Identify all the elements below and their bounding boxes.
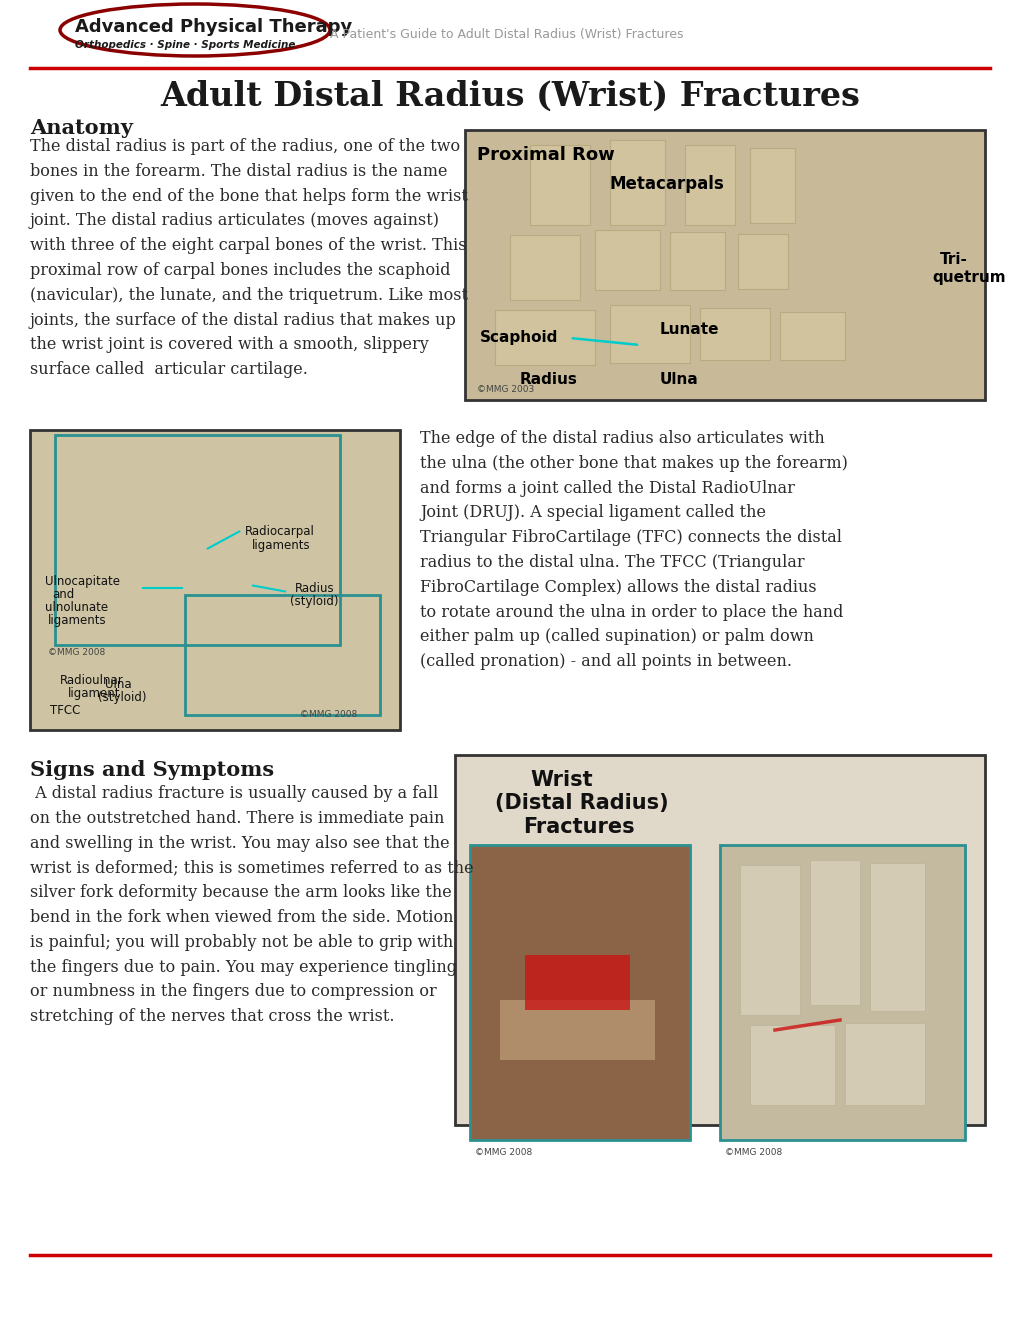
Polygon shape	[530, 145, 589, 224]
Text: ulnolunate: ulnolunate	[45, 601, 108, 614]
Bar	[454, 755, 984, 1125]
Text: quetrum: quetrum	[931, 271, 1005, 285]
Text: ©MMG 2008: ©MMG 2008	[48, 648, 105, 657]
Text: ©MMG 2008: ©MMG 2008	[475, 1148, 532, 1158]
Text: (styloid): (styloid)	[289, 595, 338, 609]
Text: ©MMG 2003: ©MMG 2003	[477, 385, 534, 393]
Polygon shape	[594, 230, 659, 290]
Polygon shape	[738, 234, 788, 289]
Text: (Distal Radius): (Distal Radius)	[494, 793, 668, 813]
Polygon shape	[494, 310, 594, 366]
Polygon shape	[510, 235, 580, 300]
Text: ligament: ligament	[68, 686, 120, 700]
Text: Wrist: Wrist	[530, 770, 592, 789]
Bar	[525, 954, 630, 1010]
Bar	[30, 430, 399, 730]
Polygon shape	[669, 232, 725, 290]
Text: ligaments: ligaments	[48, 614, 107, 627]
Text: ©MMG 2008: ©MMG 2008	[725, 1148, 782, 1158]
Text: Adult Distal Radius (Wrist) Fractures: Adult Distal Radius (Wrist) Fractures	[160, 81, 859, 114]
Text: The distal radius is part of the radius, one of the two
bones in the forearm. Th: The distal radius is part of the radius,…	[30, 139, 468, 379]
Text: Orthopedics · Spine · Sports Medicine: Orthopedics · Spine · Sports Medicine	[75, 40, 296, 50]
Bar	[749, 1026, 835, 1105]
Text: Scaphoid: Scaphoid	[480, 330, 557, 345]
Text: Radioulnar: Radioulnar	[60, 675, 123, 686]
Text: Radius: Radius	[294, 582, 334, 595]
Polygon shape	[699, 308, 769, 360]
Text: Ulnocapitate: Ulnocapitate	[45, 576, 120, 587]
Text: Ulna: Ulna	[659, 372, 698, 387]
Text: Ulna: Ulna	[105, 678, 131, 690]
Bar	[869, 863, 924, 1011]
Text: Tri-: Tri-	[940, 252, 967, 267]
Text: Radius: Radius	[520, 372, 578, 387]
Text: Metacarpals: Metacarpals	[609, 176, 725, 193]
Text: The edge of the distal radius also articulates with
the ulna (the other bone tha: The edge of the distal radius also artic…	[420, 430, 847, 671]
Polygon shape	[685, 145, 735, 224]
Bar	[184, 595, 380, 715]
Text: Advanced Physical Therapy: Advanced Physical Therapy	[75, 18, 352, 36]
Text: Lunate: Lunate	[659, 322, 718, 337]
Bar	[465, 129, 984, 400]
Text: A Patient's Guide to Adult Distal Radius (Wrist) Fractures: A Patient's Guide to Adult Distal Radius…	[330, 28, 683, 41]
Text: Radiocarpal: Radiocarpal	[245, 525, 315, 539]
Bar	[809, 861, 859, 1005]
Bar	[470, 845, 689, 1140]
Text: Signs and Symptoms: Signs and Symptoms	[30, 760, 274, 780]
Text: Fractures: Fractures	[523, 817, 634, 837]
Polygon shape	[780, 312, 844, 360]
Text: Proximal Row: Proximal Row	[477, 147, 614, 164]
Text: and: and	[52, 587, 74, 601]
Bar	[739, 865, 799, 1015]
Bar	[55, 436, 339, 645]
Polygon shape	[609, 305, 689, 363]
Text: Anatomy: Anatomy	[30, 117, 132, 139]
Text: ligaments: ligaments	[252, 539, 311, 552]
Bar	[499, 1001, 654, 1060]
Text: ©MMG 2008: ©MMG 2008	[300, 710, 357, 719]
Text: (styloid): (styloid)	[98, 690, 147, 704]
Bar	[719, 845, 964, 1140]
Polygon shape	[749, 148, 794, 223]
Bar	[844, 1023, 924, 1105]
Polygon shape	[609, 140, 664, 224]
Text: A distal radius fracture is usually caused by a fall
on the outstretched hand. T: A distal radius fracture is usually caus…	[30, 785, 473, 1026]
Text: TFCC: TFCC	[50, 704, 81, 717]
